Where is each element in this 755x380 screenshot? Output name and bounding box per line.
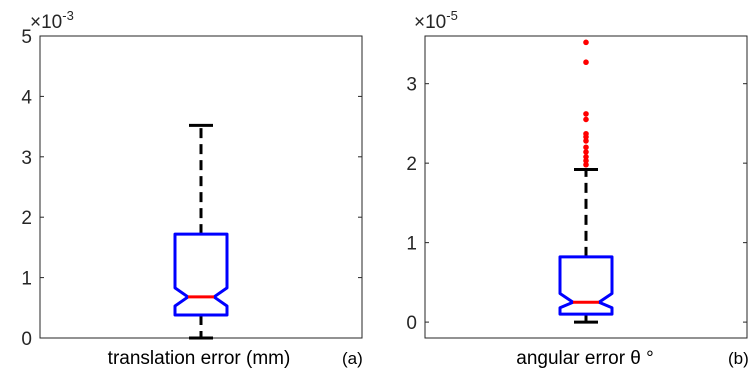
y-ticks-a: 0 1 2 3 4 5: [21, 27, 362, 350]
y-tick-label: 1: [21, 269, 32, 290]
outlier-point: [583, 154, 589, 160]
x-axis-label-b: angular error θ °: [516, 348, 654, 369]
exponent-label-a: ×10-3: [30, 8, 74, 33]
y-tick-label: 3: [21, 148, 32, 169]
exponent-label-b: ×10-5: [414, 8, 458, 33]
panel-label-b: (b): [728, 349, 749, 368]
y-ticks-b: 0 1 2 3: [406, 75, 747, 334]
outlier-point: [583, 149, 589, 155]
y-tick-label: 0: [406, 313, 417, 334]
outlier-point: [583, 39, 589, 46]
outlier-point: [583, 144, 589, 151]
panel-label-a: (a): [342, 349, 363, 368]
outlier-point: [583, 130, 589, 137]
y-tick-label: 3: [406, 75, 417, 96]
chart-panel-b: 0 1 2 3 ×10-5 angular error θ ° (b): [406, 8, 748, 369]
y-tick-label: 2: [21, 208, 32, 229]
outlier-point: [583, 161, 589, 168]
y-tick-label: 5: [21, 27, 32, 48]
boxplot-a: [173, 123, 229, 340]
outlier-point: [583, 157, 589, 164]
outlier-point: [583, 138, 589, 144]
outlier-point: [583, 116, 589, 123]
y-tick-label: 2: [406, 154, 417, 175]
boxplot-b: [558, 39, 614, 324]
y-tick-label: 4: [21, 87, 32, 108]
axes-box-a: [39, 35, 363, 339]
chart-panel-a: 0 1 2 3 4 5 ×10-3 translation error (mm) (a): [21, 8, 362, 369]
x-axis-label-a: translation error (mm): [108, 348, 291, 369]
y-tick-label: 0: [21, 329, 32, 350]
outlier-point: [583, 59, 589, 66]
notched-box: [558, 255, 614, 316]
outlier-point: [583, 111, 589, 117]
y-tick-label: 1: [406, 234, 417, 255]
notched-box: [173, 232, 229, 317]
